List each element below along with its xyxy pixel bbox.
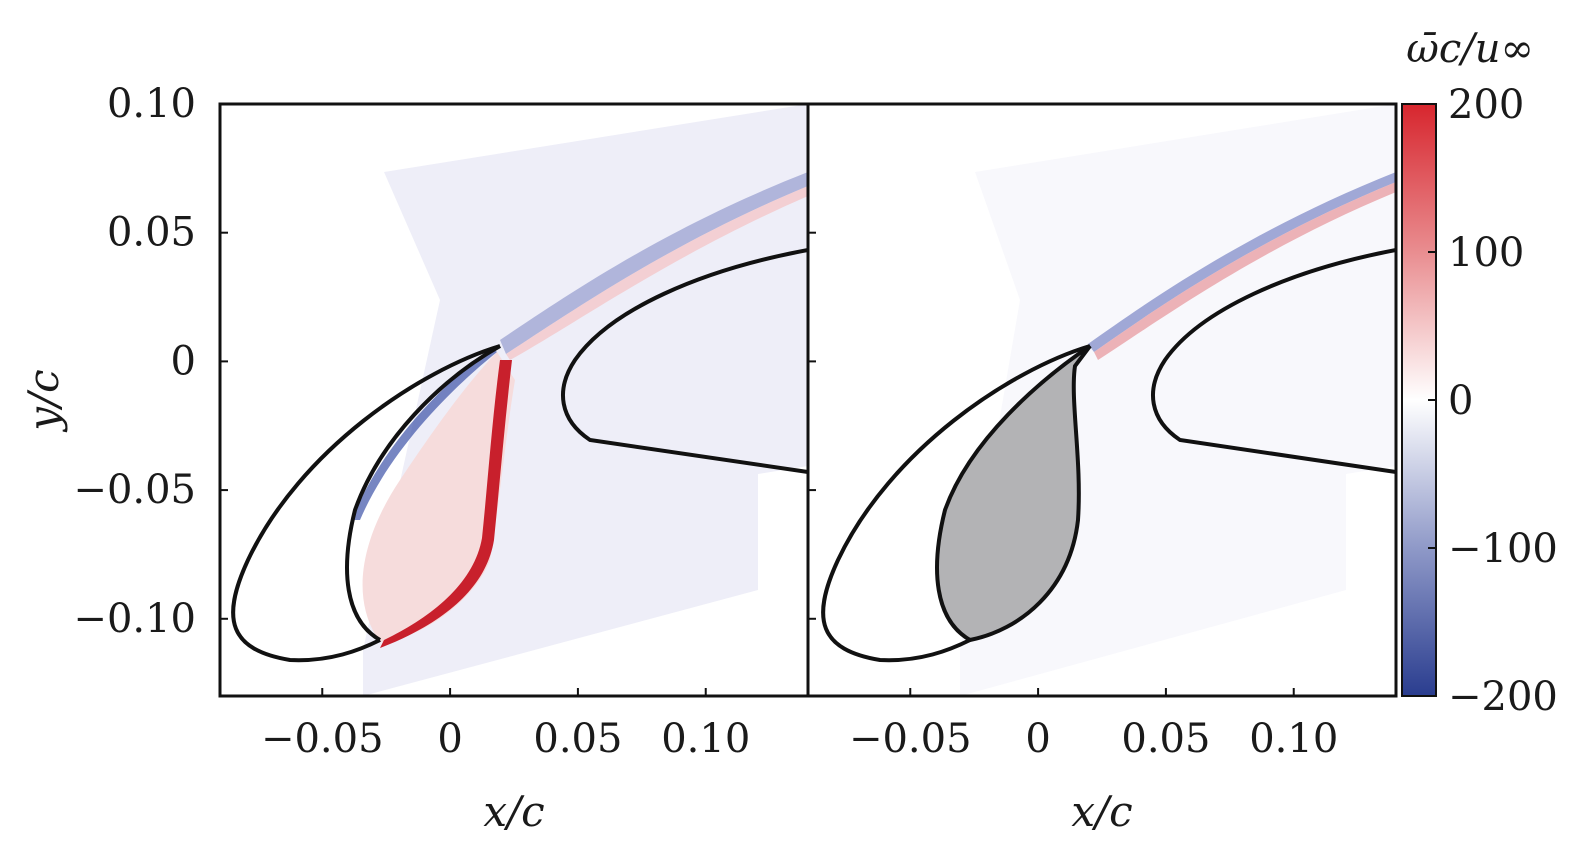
colorbar-tick-label: −200 (1448, 674, 1558, 720)
colorbar-tick-label: −100 (1448, 526, 1558, 572)
y-tick-label: 0.05 (107, 210, 196, 256)
x-tick-label: 0.10 (1249, 716, 1338, 762)
main-element-right (1151, 248, 1396, 474)
shear-layer-positive-right (1094, 182, 1396, 360)
x-tick-label: 0 (1025, 716, 1050, 762)
slat-cove-left (345, 344, 501, 642)
y-axis-label: y/c (19, 369, 68, 432)
slat-outline-left (231, 344, 501, 663)
slat-outline-right (821, 344, 1091, 663)
colorbar-title: ω̄c/u∞ (1406, 26, 1534, 72)
ticks-layer: −0.05 0 0.05 0.10 0.10 0.05 0 −0.05 −0.10 −0.05 0 0… (73, 81, 1338, 762)
shear-layer-negative-left (500, 172, 808, 354)
x-tick-label: 0 (437, 716, 462, 762)
cove-shear-red-band-left (380, 360, 512, 648)
shear-layer-negative-right (1088, 172, 1396, 352)
shear-layer-positive-left (506, 186, 808, 360)
x-axis-label-left: x/c (483, 787, 544, 836)
x-tick-label: −0.05 (849, 716, 972, 762)
slat-negative-edge-left (352, 348, 497, 520)
colorbar-ticks: 200 100 0 −100 −200 (1428, 82, 1558, 720)
right-panel (821, 104, 1396, 696)
y-tick-label: −0.10 (73, 596, 196, 642)
main-element-left (561, 248, 808, 474)
x-tick-label: 0.05 (533, 716, 622, 762)
y-tick-label: 0 (171, 338, 196, 384)
colorbar-tick-label: 0 (1448, 378, 1473, 424)
x-axis-label-right: x/c (1071, 787, 1132, 836)
y-tick-label: 0.10 (107, 81, 196, 127)
y-tick-label: −0.05 (73, 467, 196, 513)
x-tick-label: 0.10 (661, 716, 750, 762)
x-tick-label: 0.05 (1121, 716, 1210, 762)
x-tick-label: −0.05 (261, 716, 384, 762)
left-panel (231, 104, 808, 696)
colorbar-tick-label: 200 (1448, 82, 1524, 128)
right-axes-frame (806, 102, 1398, 698)
colorbar-tick-label: 100 (1448, 230, 1524, 276)
